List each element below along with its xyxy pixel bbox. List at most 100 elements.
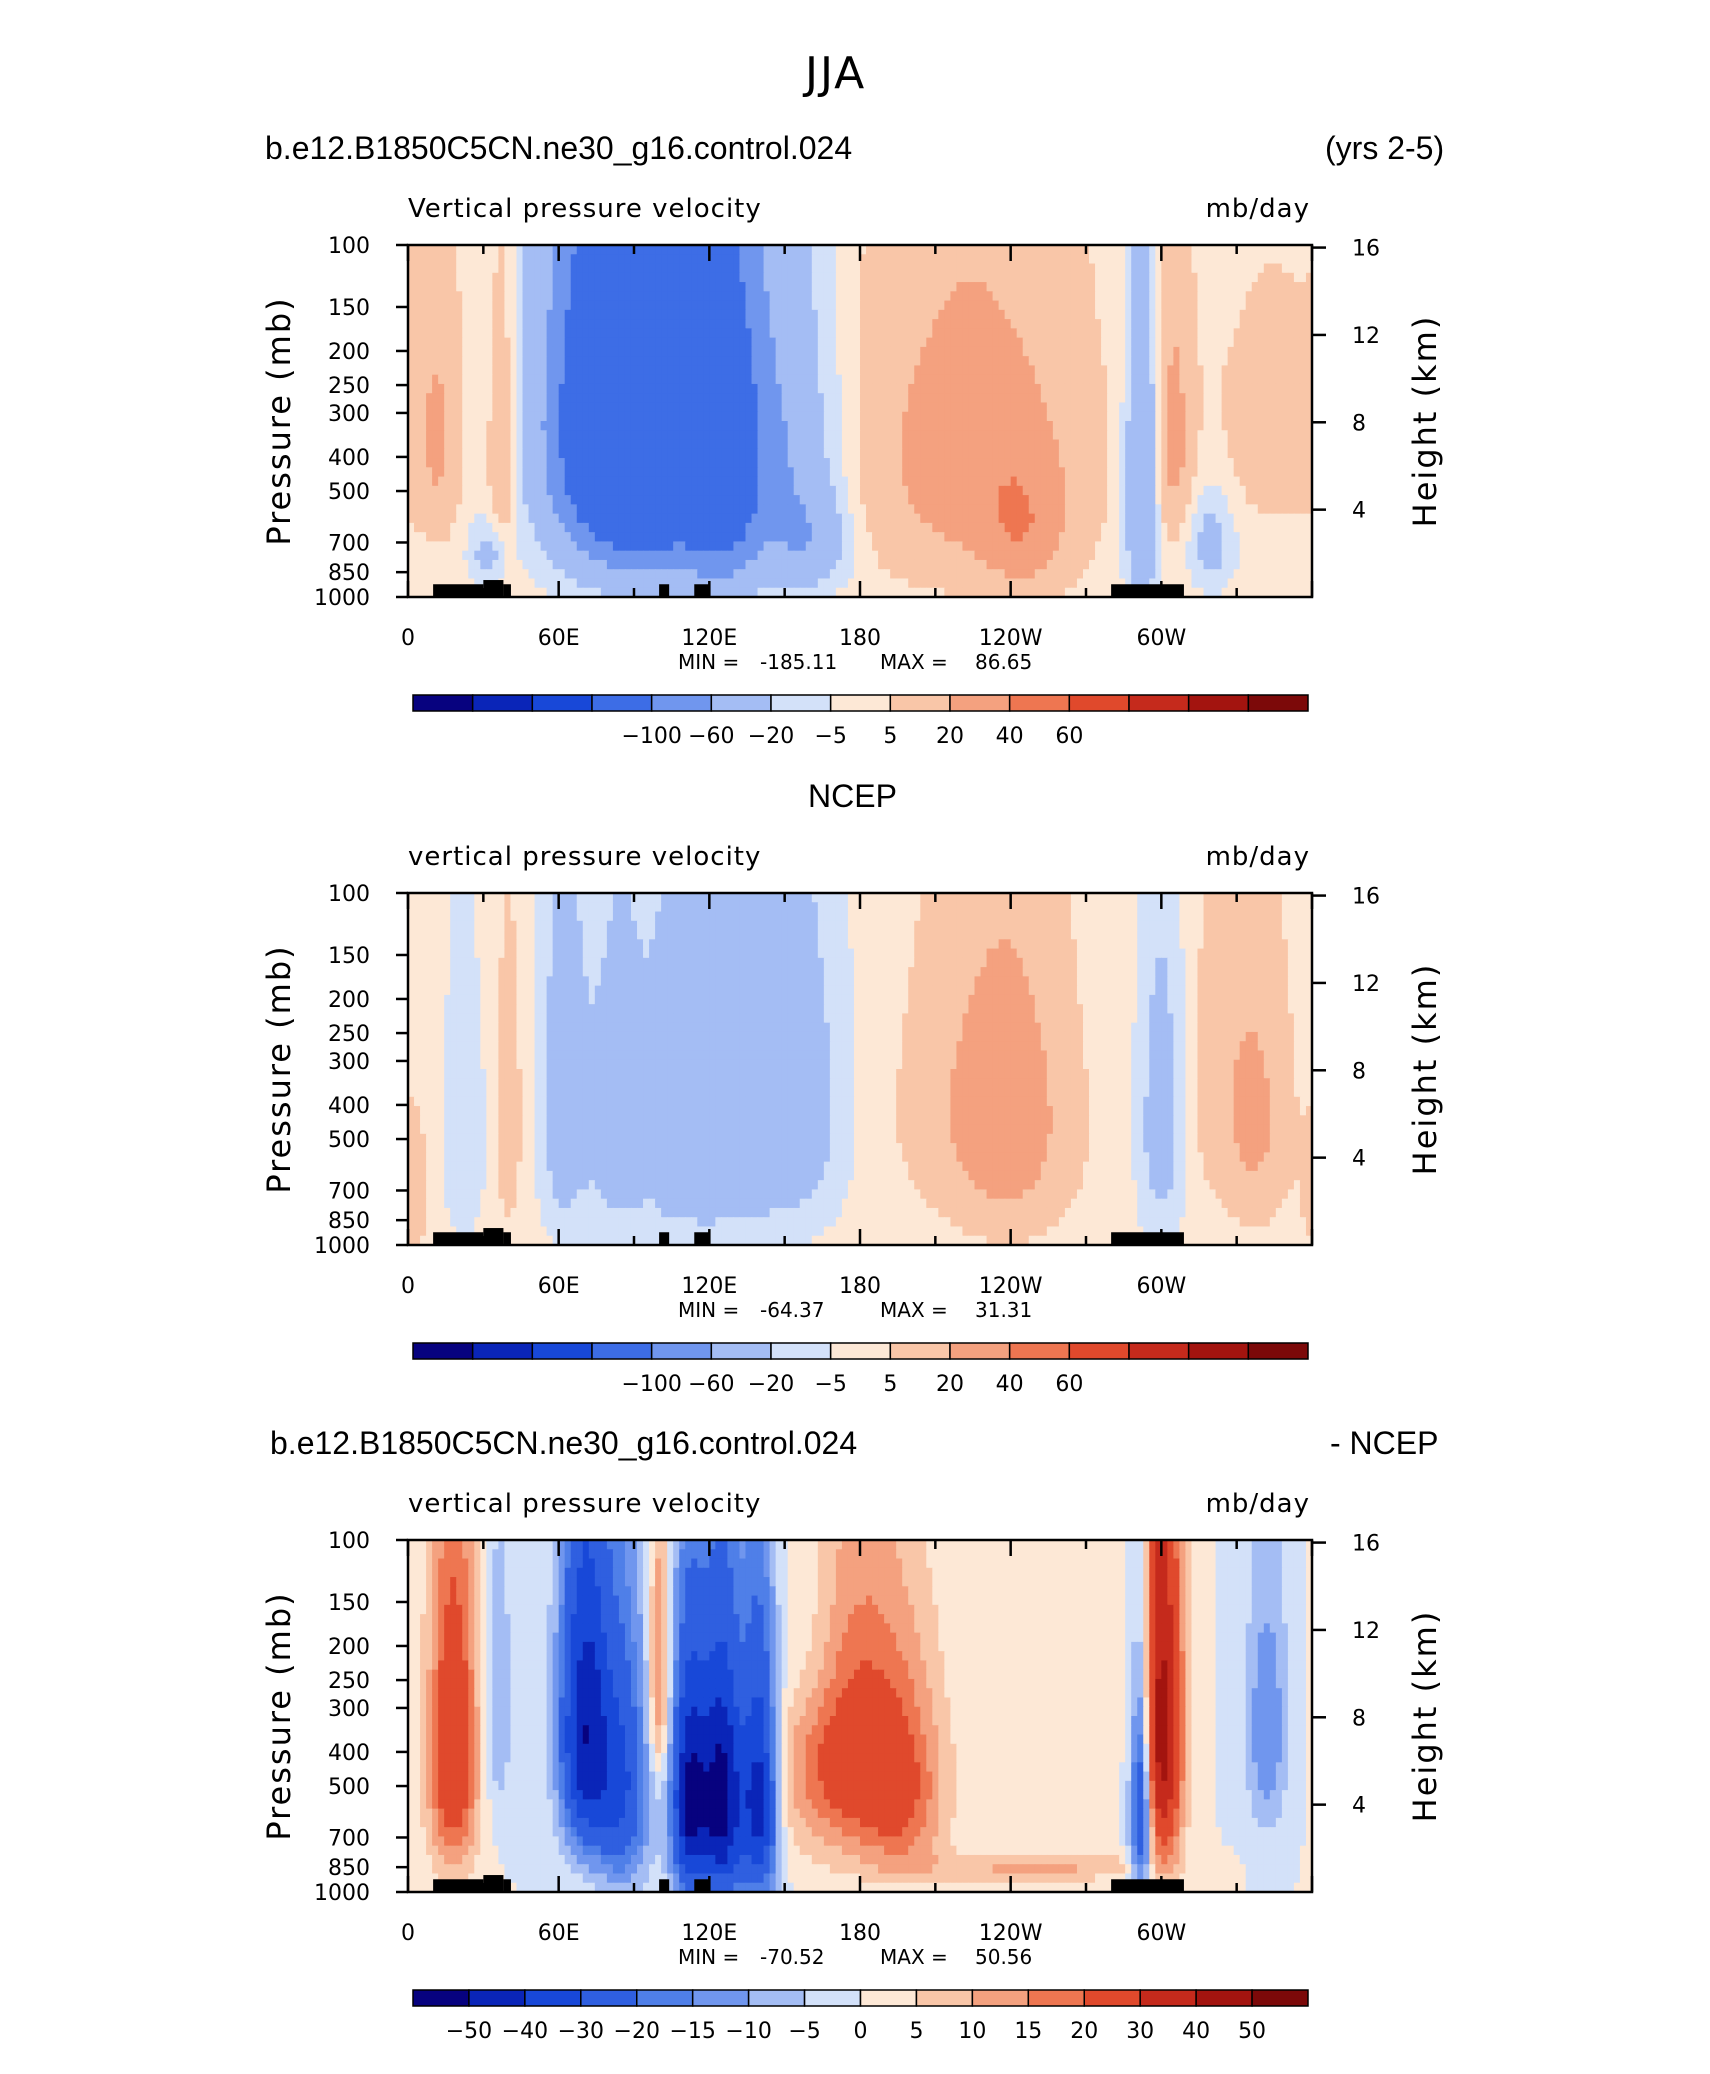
field-cell	[853, 291, 861, 302]
field-cell	[1299, 402, 1307, 413]
field-cell	[1070, 485, 1078, 496]
field-cell	[1028, 254, 1036, 265]
field-cell	[510, 439, 518, 450]
field-cell	[847, 430, 855, 441]
field-cell	[552, 430, 560, 441]
field-cell	[606, 291, 614, 302]
field-cell	[890, 439, 897, 450]
field-cell	[1004, 346, 1012, 357]
field-cell	[1197, 282, 1205, 292]
field-cell	[1215, 421, 1223, 431]
field-cell	[1167, 532, 1174, 543]
field-cell	[1167, 421, 1174, 431]
field-cell	[1209, 476, 1217, 487]
field-cell	[1239, 476, 1247, 487]
field-cell	[829, 485, 837, 496]
field-cell	[612, 430, 620, 441]
field-cell	[540, 300, 548, 311]
field-cell	[1221, 309, 1229, 320]
field-cell	[1287, 319, 1295, 329]
field-cell	[1010, 254, 1018, 265]
field-cell	[703, 402, 710, 413]
field-cell	[992, 485, 1000, 496]
field-cell	[968, 300, 976, 311]
field-cell	[432, 254, 439, 265]
field-cell	[787, 421, 795, 431]
field-cell	[1305, 402, 1313, 413]
field-cell	[1233, 495, 1241, 505]
field-cell	[902, 513, 909, 524]
field-cell	[1197, 467, 1205, 478]
field-cell	[1125, 309, 1132, 320]
field-cell	[1095, 245, 1102, 255]
field-cell	[576, 439, 584, 450]
field-cell	[733, 282, 741, 292]
field-cell	[1095, 476, 1102, 487]
field-cell	[1227, 532, 1235, 543]
field-cell	[787, 272, 795, 283]
field-cell	[546, 337, 554, 348]
field-cell	[1245, 383, 1253, 394]
field-cell	[1016, 421, 1024, 431]
field-cell	[426, 458, 433, 468]
field-cell	[649, 356, 656, 367]
field-cell	[408, 374, 415, 385]
field-cell	[811, 402, 819, 413]
field-cell	[649, 300, 656, 311]
field-cell	[679, 346, 686, 357]
field-cell	[1179, 485, 1187, 496]
field-cell	[811, 421, 819, 431]
field-cell	[715, 513, 722, 524]
field-cell	[462, 495, 469, 505]
field-cell	[1137, 421, 1144, 431]
field-cell	[606, 532, 614, 543]
field-cell	[968, 272, 976, 283]
field-cell	[1281, 282, 1289, 292]
field-cell	[793, 504, 801, 515]
field-cell	[853, 439, 861, 450]
field-cell	[908, 448, 915, 459]
field-cell	[624, 495, 632, 505]
field-cell	[763, 421, 771, 431]
field-cell	[516, 282, 524, 292]
field-cell	[998, 300, 1006, 311]
field-cell	[1010, 365, 1018, 376]
field-cell	[860, 522, 867, 533]
field-cell	[1040, 448, 1048, 459]
field-cell	[1028, 337, 1036, 348]
field-cell	[769, 411, 777, 422]
field-cell	[576, 513, 584, 524]
field-cell	[1263, 272, 1271, 283]
field-cell	[1227, 402, 1235, 413]
field-cell	[1125, 421, 1132, 431]
field-cell	[775, 411, 783, 422]
field-cell	[866, 411, 873, 422]
field-cell	[468, 411, 475, 422]
field-cell	[456, 365, 463, 376]
field-cell	[733, 300, 741, 311]
field-cell	[1197, 319, 1205, 329]
field-cell	[1209, 309, 1217, 320]
field-cell	[944, 495, 951, 505]
field-cell	[552, 346, 560, 357]
field-cell	[679, 513, 686, 524]
field-cell	[1076, 272, 1084, 283]
field-cell	[1119, 458, 1126, 468]
field-cell	[1269, 319, 1277, 329]
field-cell	[1155, 393, 1162, 404]
field-cell	[498, 365, 506, 376]
field-cell	[606, 430, 614, 441]
field-cell	[522, 476, 530, 487]
field-cell	[938, 448, 945, 459]
field-cell	[606, 522, 614, 533]
field-cell	[697, 504, 704, 515]
field-cell	[612, 356, 620, 367]
field-cell	[974, 245, 982, 255]
field-cell	[962, 411, 970, 422]
field-cell	[1197, 374, 1205, 385]
field-cell	[1046, 448, 1054, 459]
field-cell	[1046, 411, 1054, 422]
field-cell	[1275, 337, 1283, 348]
field-cell	[594, 495, 602, 505]
field-cell	[1251, 254, 1259, 265]
